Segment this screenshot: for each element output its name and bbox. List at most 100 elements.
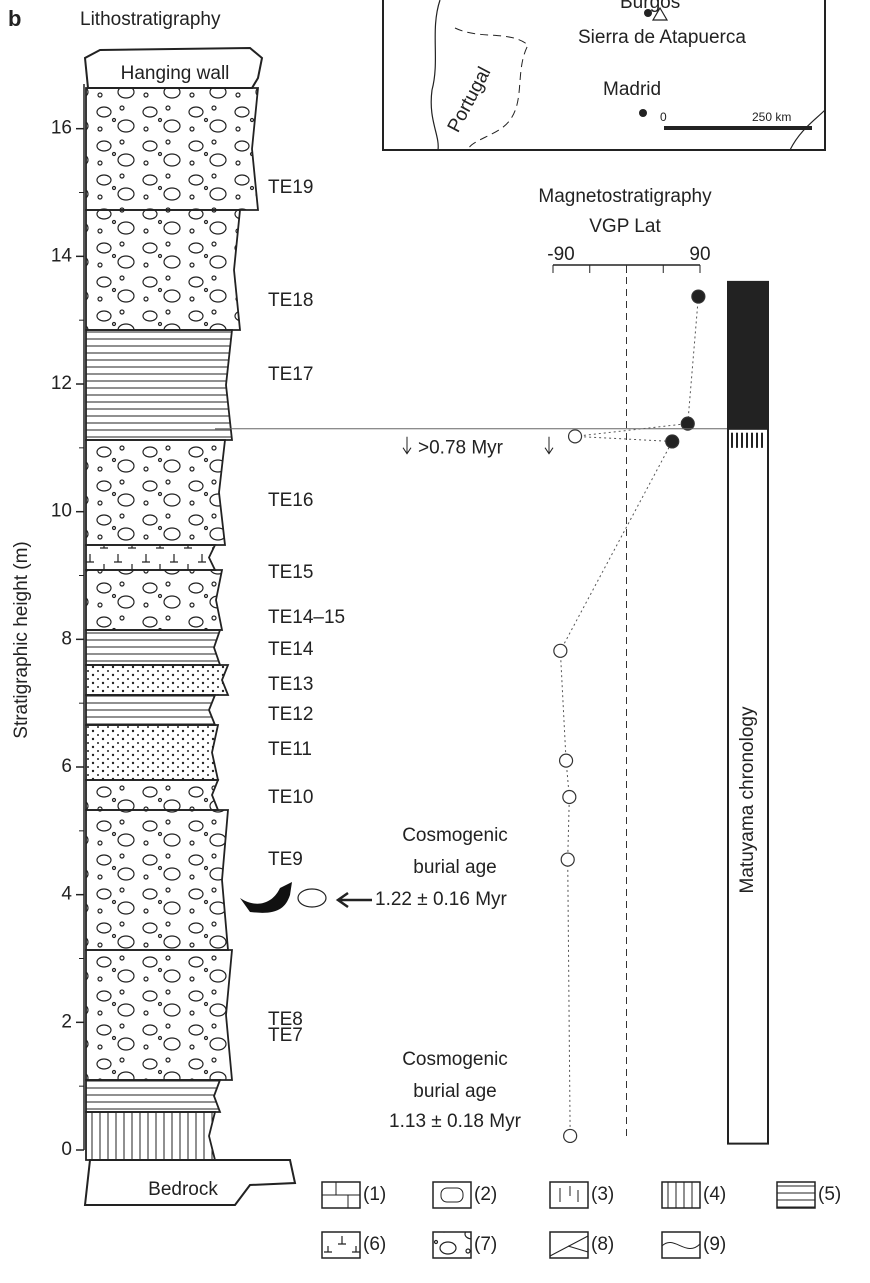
legend-label: (3): [591, 1184, 614, 1205]
layer: [85, 664, 230, 696]
legend-label: (7): [474, 1234, 497, 1255]
map-label: Burgos: [620, 0, 680, 13]
layer: [85, 809, 229, 951]
magneto-title: Magnetostratigraphy: [538, 186, 712, 207]
hanging-wall: [83, 46, 264, 89]
layer: [85, 544, 217, 571]
reversed-chron: [727, 427, 769, 1145]
layer: [85, 694, 217, 726]
legend-box: [549, 1231, 589, 1259]
legend-box: [661, 1181, 701, 1209]
legend-symbol: [322, 1182, 360, 1208]
legend-label: (4): [703, 1184, 726, 1205]
layer: [85, 724, 220, 781]
boundary-arrows: [402, 436, 554, 455]
skull-icon: [297, 888, 327, 908]
vgp-point: [562, 789, 577, 805]
legend-symbol: [549, 1235, 589, 1257]
bedrock: [83, 1159, 297, 1206]
layer: [85, 949, 233, 1081]
magneto-subtitle: VGP Lat: [589, 216, 661, 237]
legend-label: (5): [818, 1184, 841, 1205]
legend-symbol: [661, 1242, 701, 1250]
legend-label: (9): [703, 1234, 726, 1255]
unit-label: TE9: [268, 849, 303, 870]
y-tick-label: 8: [61, 628, 72, 649]
age-label: 1.22 ± 0.16 Myr: [375, 889, 508, 910]
unit-label: TE16: [268, 490, 313, 511]
column-title: Lithostratigraphy: [80, 9, 221, 30]
vgp-point: [553, 643, 568, 658]
legend-label: (6): [363, 1234, 386, 1255]
litho-column: [83, 46, 297, 1206]
age-label: 1.13 ± 0.18 Myr: [389, 1111, 522, 1132]
normal-chron: [727, 280, 769, 430]
unit-label: TE12: [268, 704, 313, 725]
hanging-wall-label: Hanging wall: [121, 63, 230, 84]
unit-label: TE7: [268, 1025, 303, 1046]
layer: [85, 329, 234, 441]
unit-label: TE19: [268, 177, 313, 198]
unit-label: TE8: [268, 1009, 303, 1030]
bedrock-label: Bedrock: [148, 1179, 218, 1200]
layer: [85, 87, 259, 211]
vgp-point: [665, 434, 680, 449]
scale-label: 250 km: [752, 110, 791, 124]
vgp-point: [558, 753, 574, 768]
city-dot: [639, 109, 647, 117]
legend-box: [661, 1231, 701, 1259]
border: [454, 27, 529, 151]
coastline: [430, 0, 441, 151]
map-frame: [382, 0, 826, 151]
unit-label: TE17: [268, 364, 313, 385]
map-label: Madrid: [603, 79, 661, 100]
vgp-point: [560, 852, 575, 867]
legend-box: [549, 1181, 589, 1209]
age-label: burial age: [413, 857, 496, 878]
layer: [85, 569, 224, 631]
legend-symbol: [440, 1187, 464, 1203]
city-dot: [644, 9, 652, 17]
y-tick-label: 16: [51, 118, 72, 139]
legend-symbol: [559, 1186, 579, 1202]
legend-box: [432, 1181, 472, 1209]
chronology-label: Matuyama chronology: [737, 706, 758, 893]
vgp-point: [680, 416, 695, 431]
layer: [85, 779, 220, 811]
legend-box: [776, 1181, 816, 1209]
legend-label: (1): [363, 1184, 386, 1205]
arrow: [335, 891, 372, 909]
layer: [85, 209, 241, 331]
mandible-icon: [240, 882, 292, 913]
unit-label: TE13: [268, 674, 313, 695]
vgp-point: [563, 1128, 578, 1144]
site-triangle: [651, 6, 669, 21]
age-label: Cosmogenic: [402, 825, 508, 846]
unit-label: TE14–15: [268, 607, 345, 628]
boundary-label: >0.78 Myr: [418, 438, 504, 459]
scale-label: 0: [660, 110, 667, 124]
y-axis-label: Stratigraphic height (m): [11, 541, 32, 738]
age-label: Cosmogenic: [402, 1049, 508, 1070]
y-tick-label: 4: [61, 884, 72, 905]
transition-chron: [730, 432, 766, 448]
unit-label: TE10: [268, 787, 313, 808]
y-tick-label: 0: [61, 1139, 72, 1160]
panel-label: b: [8, 6, 21, 31]
y-tick-label: 14: [51, 245, 73, 266]
y-tick-label: 2: [61, 1011, 72, 1032]
unit-label: TE14: [268, 639, 314, 660]
y-tick-label: 10: [51, 501, 72, 522]
age-label: burial age: [413, 1081, 496, 1102]
unit-label: TE15: [268, 562, 313, 583]
layer: [85, 1079, 222, 1113]
x-tick-label: -90: [547, 244, 574, 265]
vgp-point: [691, 289, 706, 304]
unit-label: TE11: [268, 739, 312, 760]
y-tick-label: 6: [61, 756, 72, 777]
legend-label: (8): [591, 1234, 614, 1255]
layer: [85, 1111, 217, 1161]
layer: [85, 629, 222, 666]
vgp-line: [559, 296, 699, 1136]
